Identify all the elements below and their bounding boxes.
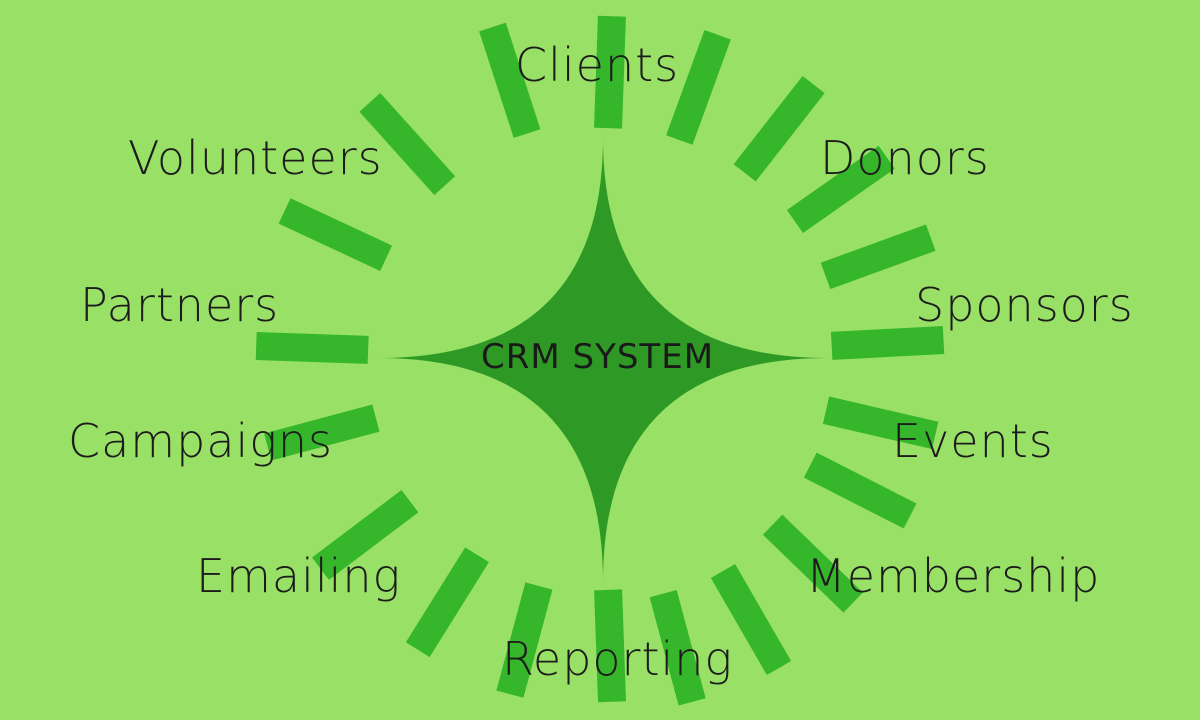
- node-label-reporting: Reporting: [502, 632, 734, 686]
- node-label-partners: Partners: [80, 278, 280, 332]
- node-label-clients: Clients: [515, 38, 680, 92]
- ray-11: [649, 590, 706, 706]
- node-label-volunteers: Volunteers: [128, 131, 383, 185]
- ray-7: [822, 396, 939, 450]
- center-star-shape: [378, 138, 828, 582]
- node-label-donors: Donors: [820, 131, 990, 185]
- ray-2: [666, 29, 731, 145]
- node-label-membership: Membership: [806, 549, 1101, 603]
- ray-6: [830, 326, 945, 360]
- center-label: CRM SYSTEM: [481, 337, 715, 377]
- ray-14: [405, 547, 489, 658]
- ray-13: [496, 582, 553, 698]
- node-label-emailing: Emailing: [196, 549, 402, 603]
- ray-9: [762, 514, 863, 613]
- node-label-sponsors: Sponsors: [915, 278, 1134, 332]
- ray-18: [278, 198, 393, 271]
- ray-19: [359, 92, 456, 195]
- ray-12: [594, 589, 626, 703]
- ray-3: [733, 75, 825, 182]
- ray-5: [820, 224, 936, 290]
- ray-20: [479, 22, 541, 138]
- ray-4: [786, 145, 895, 233]
- node-label-events: Events: [892, 414, 1054, 468]
- ray-group: [255, 15, 945, 706]
- ray-15: [312, 490, 419, 580]
- ray-10: [710, 564, 792, 676]
- ray-16: [264, 404, 380, 461]
- node-label-campaigns: Campaigns: [68, 414, 334, 468]
- ray-8: [803, 452, 917, 529]
- ray-1: [594, 15, 626, 129]
- ray-17: [255, 332, 369, 364]
